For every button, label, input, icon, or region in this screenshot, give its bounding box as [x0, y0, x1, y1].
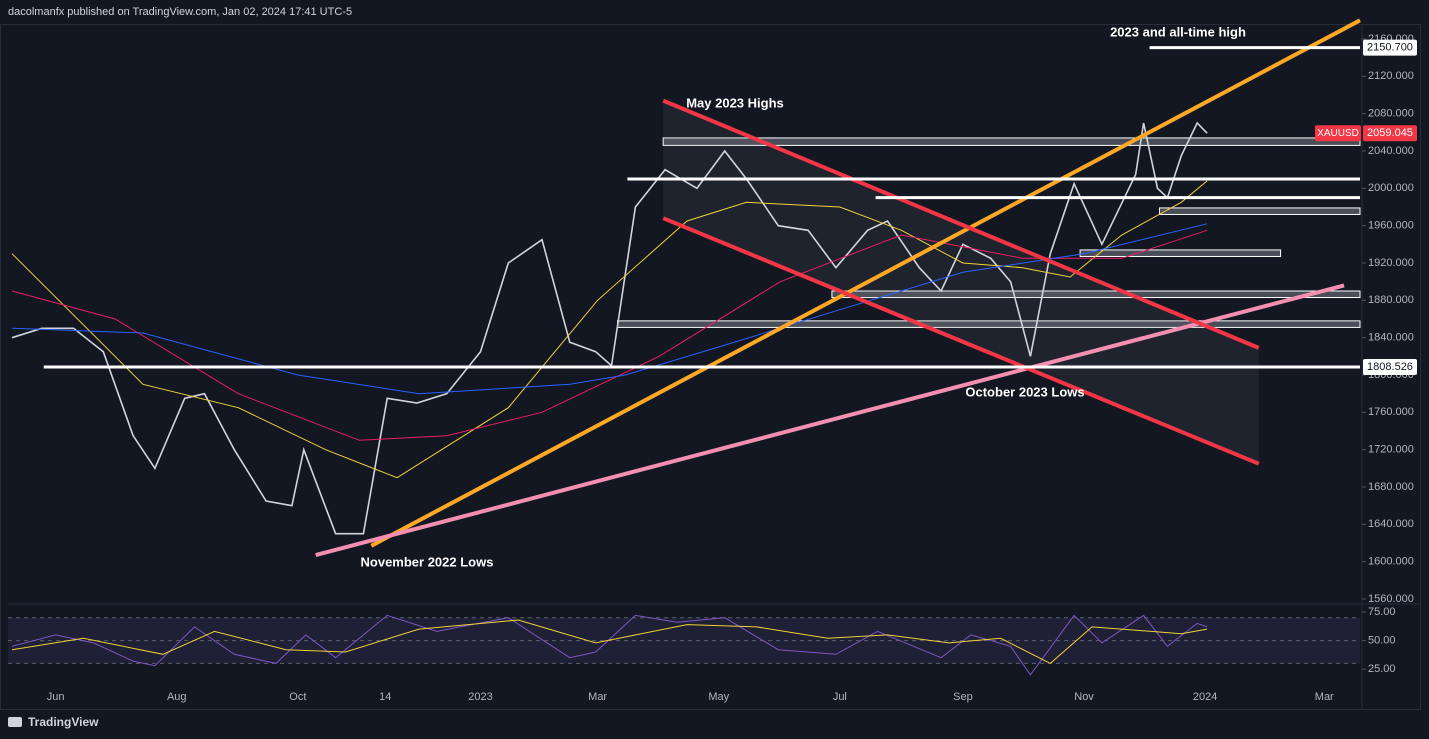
- x-tick-label: May: [708, 691, 729, 703]
- trend-line: [662, 216, 1260, 466]
- header: dacolmanfx published on TradingView.com,…: [8, 6, 352, 18]
- x-tick-label: 2024: [1193, 691, 1217, 703]
- y-tick-label: 1720.000: [1368, 444, 1414, 456]
- x-tick-label: Nov: [1074, 691, 1094, 703]
- price-label: 1808.526: [1367, 361, 1413, 373]
- y-tick-label: 2080.000: [1368, 108, 1414, 120]
- y-tick-label: 50.00: [1368, 634, 1396, 646]
- y-tick-label: 1880.000: [1368, 294, 1414, 306]
- y-tick-label: 1760.000: [1368, 406, 1414, 418]
- y-tick-label: 1560.000: [1368, 593, 1414, 605]
- x-tick-label: Mar: [1315, 691, 1334, 703]
- last-price: 2059.045: [1367, 127, 1413, 139]
- y-tick-label: 2120.000: [1368, 70, 1414, 82]
- indicator-line: [11, 619, 1208, 664]
- zone: [662, 137, 1361, 146]
- y-tick-label: 1960.000: [1368, 220, 1414, 232]
- indicator-line: [11, 614, 1208, 676]
- price-label: 2150.700: [1367, 42, 1413, 54]
- zone: [1158, 207, 1361, 215]
- y-tick-label: 1840.000: [1368, 332, 1414, 344]
- x-tick-label: Jul: [833, 691, 847, 703]
- indicator-line: [11, 180, 1208, 479]
- price-line: [11, 121, 1208, 535]
- y-tick-label: 25.00: [1368, 663, 1396, 675]
- annotation: October 2023 Lows: [965, 384, 1084, 399]
- x-tick-label: Oct: [289, 691, 306, 703]
- x-tick-label: Aug: [167, 691, 187, 703]
- price-label-box: [1363, 39, 1417, 56]
- brand: TradingView: [28, 715, 99, 729]
- x-tick-label: Mar: [588, 691, 607, 703]
- y-tick-label: 1640.000: [1368, 518, 1414, 530]
- logo: [8, 717, 22, 727]
- zone: [1079, 249, 1282, 257]
- y-tick-label: 2000.000: [1368, 182, 1414, 194]
- indicator-line: [11, 223, 1208, 395]
- symbol-label: XAUUSD: [1317, 128, 1359, 139]
- y-tick-label: 1600.000: [1368, 556, 1414, 568]
- last-price-box: [1363, 125, 1417, 142]
- trend-line: [662, 98, 1260, 350]
- zone: [831, 290, 1361, 299]
- x-tick-label: 14: [379, 691, 391, 703]
- trend-line: [315, 283, 1345, 558]
- x-tick-label: Jun: [47, 691, 65, 703]
- annotation: November 2022 Lows: [361, 554, 494, 569]
- y-tick-label: 75.00: [1368, 606, 1396, 618]
- channel-fill: [663, 100, 1259, 464]
- y-tick-label: 2040.000: [1368, 145, 1414, 157]
- price-label-box: [1363, 359, 1417, 376]
- frame: [0, 24, 1421, 710]
- annotation: May 2023 Highs: [686, 95, 784, 110]
- y-tick-label: 1680.000: [1368, 481, 1414, 493]
- annotation: 2023 and all-time high: [1110, 24, 1246, 39]
- trend-line: [370, 18, 1361, 548]
- symbol-box: [1315, 125, 1361, 142]
- x-tick-label: 2023: [468, 691, 492, 703]
- y-tick-label: 1920.000: [1368, 257, 1414, 269]
- x-tick-label: Sep: [953, 691, 973, 703]
